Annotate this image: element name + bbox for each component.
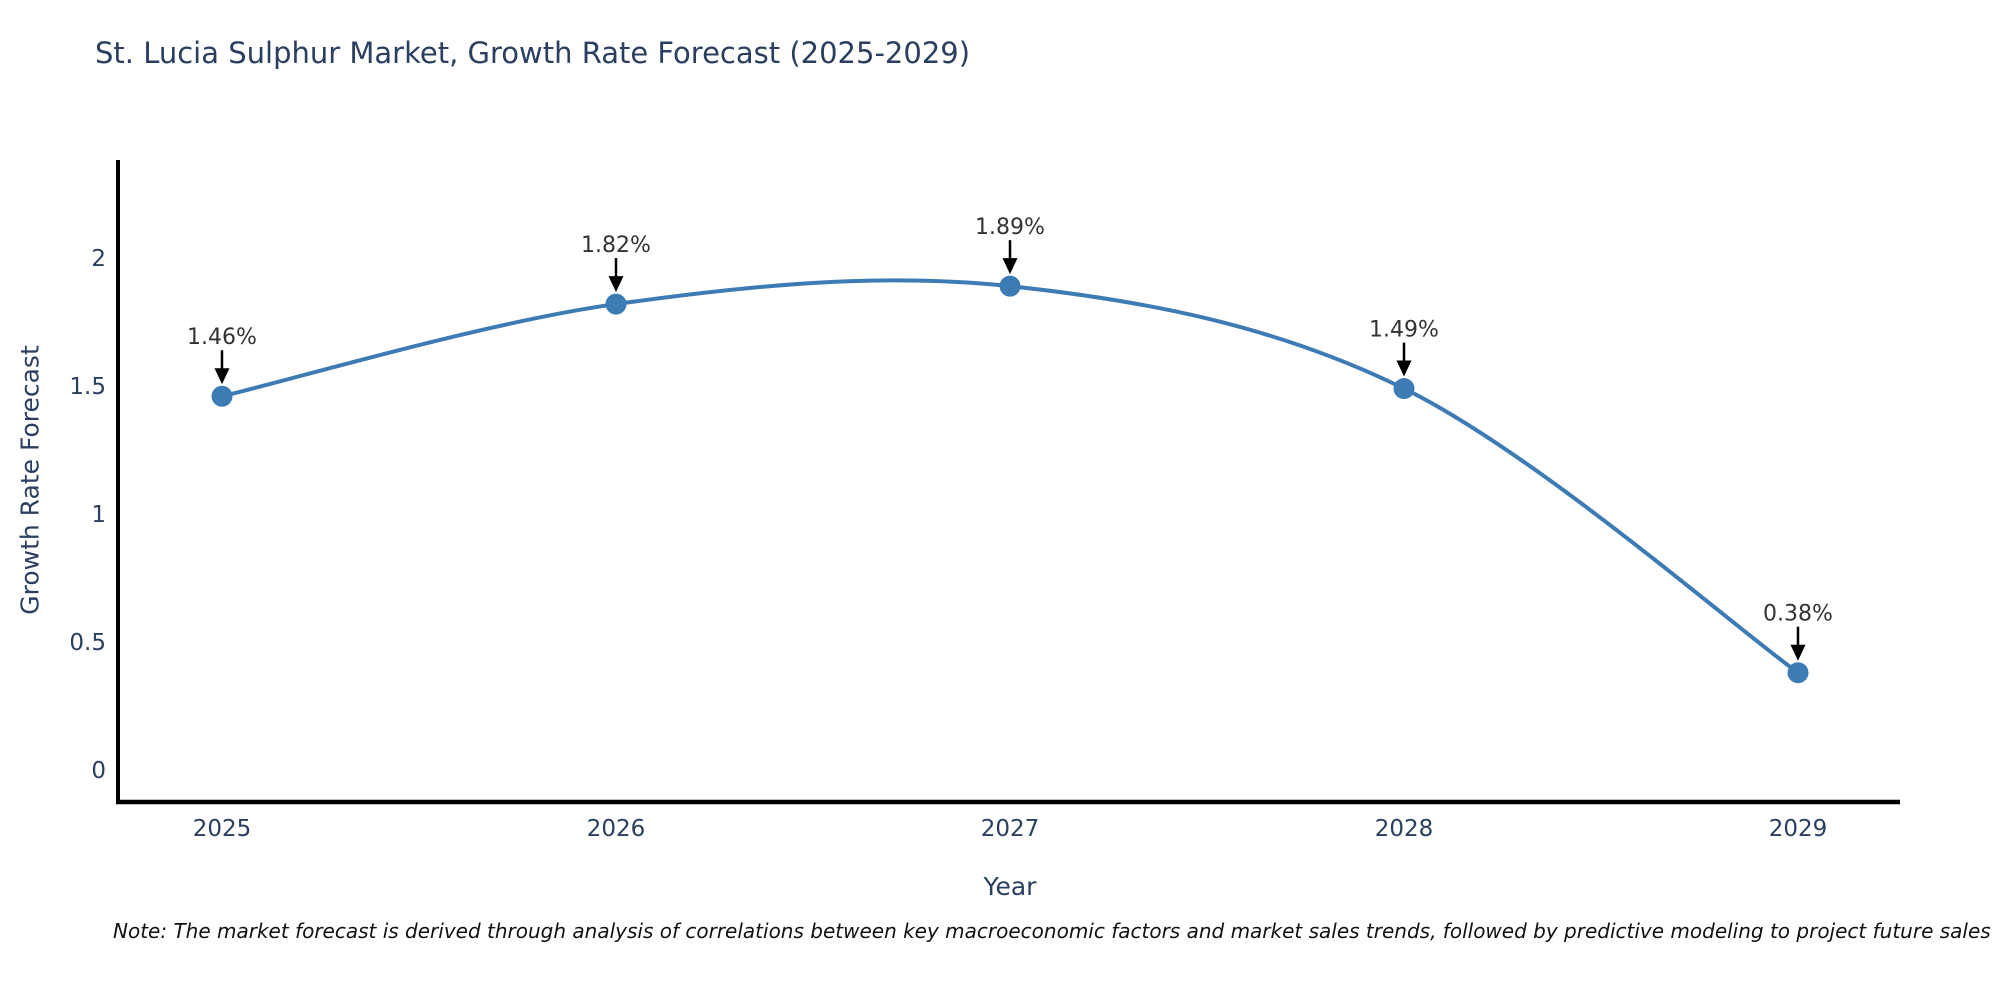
annotation-arrowhead-icon — [608, 276, 624, 293]
data-point-2028[interactable] — [1393, 378, 1415, 400]
x-tick-label: 2027 — [981, 816, 1040, 842]
data-point-2026[interactable] — [605, 293, 627, 315]
annotation-arrowhead-icon — [1002, 258, 1018, 275]
annotation-label: 1.49% — [1369, 318, 1439, 343]
chart-title: St. Lucia Sulphur Market, Growth Rate Fo… — [95, 36, 971, 70]
data-point-2027[interactable] — [999, 275, 1021, 297]
annotation-label: 0.38% — [1763, 602, 1833, 627]
annotation-arrowhead-icon — [1396, 360, 1412, 377]
x-axis-title: Year — [983, 872, 1037, 901]
data-point-2029[interactable] — [1787, 662, 1809, 684]
y-tick-label: 2 — [91, 246, 106, 272]
y-tick-label: 0 — [91, 758, 106, 784]
footnote: Note: The market forecast is derived thr… — [113, 919, 1991, 943]
x-tick-label: 2029 — [1769, 816, 1828, 842]
x-tick-label: 2025 — [193, 816, 252, 842]
annotation-arrowhead-icon — [214, 368, 230, 385]
data-point-2025[interactable] — [211, 385, 233, 407]
y-axis-title: Growth Rate Forecast — [15, 345, 45, 615]
annotation-label: 1.46% — [187, 325, 257, 350]
y-tick-label: 1 — [91, 502, 106, 528]
annotation-label: 1.89% — [975, 215, 1045, 240]
x-tick-label: 2028 — [1375, 816, 1434, 842]
y-tick-label: 1.5 — [69, 374, 106, 400]
y-tick-label: 0.5 — [69, 630, 106, 656]
x-tick-label: 2026 — [587, 816, 646, 842]
annotation-arrowhead-icon — [1790, 644, 1806, 661]
forecast-line — [220, 278, 1800, 675]
annotation-label: 1.82% — [581, 233, 651, 258]
